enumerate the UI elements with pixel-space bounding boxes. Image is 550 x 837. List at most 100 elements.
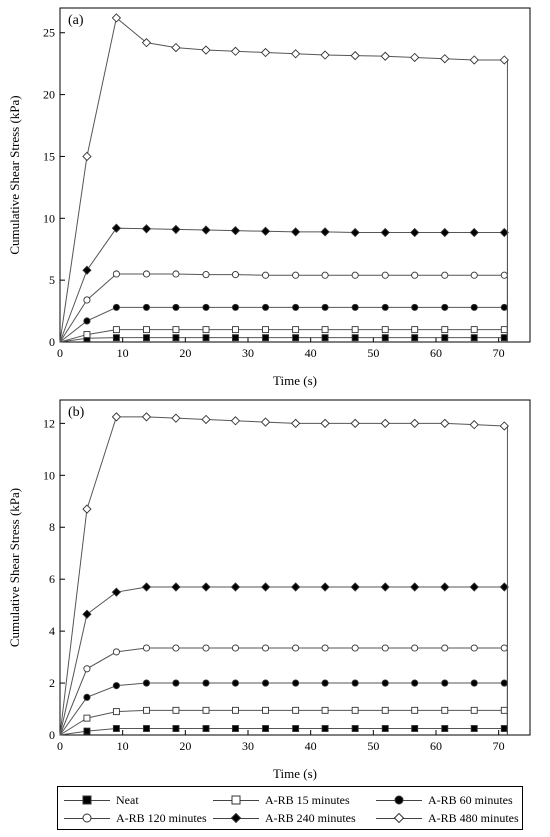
data-point [290, 227, 301, 237]
y-tick-label: 8 [49, 520, 55, 534]
panel-b: 0 10 20 30 40 50 60 70 0 2 4 6 8 10 12 Time (s) Cumulati… [7, 399, 531, 781]
data-point [112, 682, 120, 690]
legend-item-60min: A-RB 60 minutes [376, 792, 513, 808]
series-line [59, 586, 508, 736]
legend-label: A-RB 480 minutes [428, 810, 519, 825]
series-line [59, 416, 508, 736]
data-point [231, 271, 240, 279]
data-point [470, 644, 478, 652]
data-point [321, 706, 329, 714]
data-point [292, 326, 300, 334]
data-point [440, 227, 450, 238]
x-tick-label: 20 [179, 346, 191, 360]
data-point [351, 271, 359, 279]
y-tick-label: 15 [43, 149, 55, 163]
data-point [292, 706, 300, 714]
data-point [290, 418, 301, 429]
data-point [411, 271, 419, 279]
data-point [171, 582, 181, 592]
data-point [292, 725, 300, 732]
data-point [232, 326, 239, 334]
data-point [411, 725, 419, 732]
data-point [112, 708, 120, 716]
data-point [261, 679, 270, 687]
legend-swatch [64, 792, 110, 808]
y-tick-label: 10 [43, 468, 55, 482]
series-line [59, 337, 508, 343]
data-point [82, 609, 92, 619]
plot-frame [59, 399, 531, 736]
data-point [202, 303, 210, 311]
data-point [292, 303, 300, 311]
data-point [260, 582, 271, 592]
y-tick-label: 25 [43, 26, 55, 40]
open-square-marker [231, 795, 241, 805]
series-neat [59, 725, 508, 736]
x-tick-label: 60 [430, 346, 442, 360]
data-point [411, 334, 419, 342]
data-point [500, 706, 508, 714]
data-point [441, 334, 449, 342]
series-a-rb-120-minutes [59, 270, 508, 343]
data-point [469, 227, 479, 238]
data-point [260, 47, 271, 58]
data-point [411, 644, 419, 652]
data-point [83, 665, 91, 673]
y-tick-label: 2 [49, 676, 55, 690]
y-axis-label: Cumulative Shear Stress (kPa) [7, 95, 22, 254]
y-tick-label: 6 [49, 572, 55, 586]
data-point [320, 418, 330, 429]
data-point [82, 265, 92, 275]
data-point [381, 303, 389, 311]
data-point [172, 326, 180, 334]
data-point [171, 42, 181, 53]
legend-item-240min: A-RB 240 minutes [213, 810, 356, 826]
data-point [111, 587, 122, 597]
data-point [262, 326, 269, 334]
data-point [261, 271, 270, 279]
data-point [172, 679, 180, 687]
data-point [381, 334, 389, 342]
data-point [112, 334, 120, 342]
data-point [232, 706, 239, 714]
data-point [172, 303, 180, 311]
legend-label: A-RB 240 minutes [265, 810, 356, 825]
series-a-rb-15-minutes [59, 706, 508, 736]
series-a-rb-60-minutes [59, 303, 508, 343]
x-tick-label: 0 [57, 346, 63, 360]
data-point [441, 725, 449, 732]
data-point [112, 303, 120, 311]
data-point [143, 334, 150, 342]
series-line [59, 709, 508, 736]
data-point [171, 413, 181, 423]
series-a-rb-240-minutes [59, 582, 509, 736]
data-point [351, 725, 359, 732]
data-point [500, 303, 508, 311]
data-point [321, 644, 329, 652]
data-point [440, 54, 450, 64]
x-tick-label: 60 [430, 739, 442, 753]
data-point [321, 725, 329, 732]
data-point [321, 334, 329, 342]
data-point [321, 303, 329, 311]
x-tick-label: 40 [305, 346, 317, 360]
data-point [499, 55, 509, 65]
series-a-rb-480-minutes [59, 412, 509, 736]
x-tick-label: 70 [493, 346, 505, 360]
data-point [411, 303, 419, 311]
data-point [260, 226, 271, 236]
data-point [320, 50, 330, 60]
y-tick-label: 10 [43, 211, 55, 225]
x-axis-label: Time (s) [273, 766, 317, 781]
data-point [112, 326, 120, 334]
data-point [230, 582, 241, 592]
series-line [59, 329, 508, 343]
data-point [261, 644, 270, 652]
series-neat [59, 334, 508, 343]
data-point [143, 725, 150, 732]
data-point [172, 706, 180, 714]
data-point [232, 725, 239, 732]
data-point [441, 271, 449, 279]
data-point [231, 679, 240, 687]
data-point [143, 706, 150, 714]
